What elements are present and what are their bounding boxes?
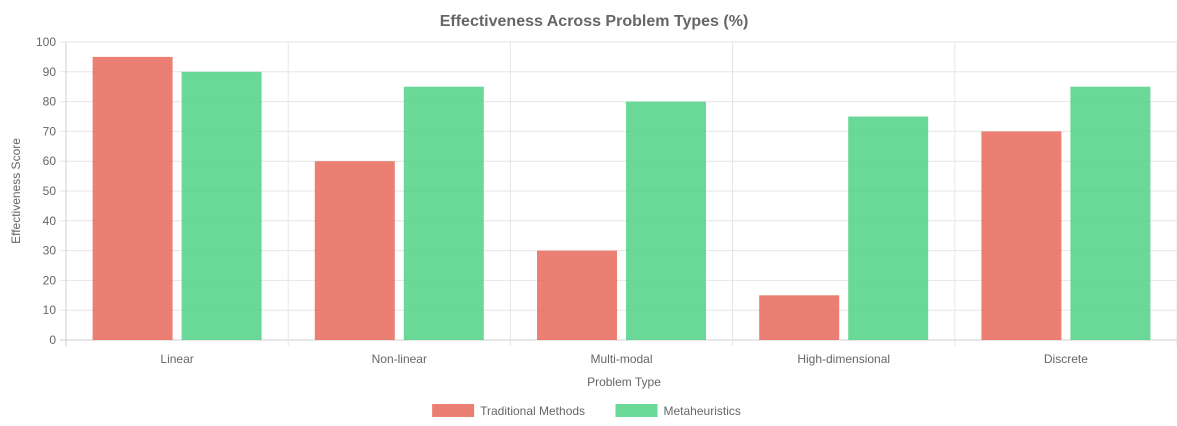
y-tick-label: 40 [43, 214, 57, 228]
bar-metaheuristics[interactable] [848, 116, 929, 341]
y-tick-label: 20 [43, 273, 57, 287]
bar-traditional-methods[interactable] [759, 295, 840, 340]
bar-traditional-methods[interactable] [981, 131, 1062, 340]
legend-label[interactable]: Metaheuristics [664, 404, 741, 418]
x-tick-label: Non-linear [372, 352, 427, 366]
y-tick-label: 60 [43, 154, 57, 168]
y-tick-label: 100 [36, 35, 56, 49]
bar-traditional-methods[interactable] [314, 161, 395, 340]
x-axis-label: Problem Type [587, 375, 661, 389]
bar-layer [92, 56, 1151, 341]
y-axis-label: Effectiveness Score [9, 138, 23, 244]
y-tick-label: 0 [49, 333, 56, 347]
legend-swatch[interactable] [615, 404, 658, 417]
y-tick-label: 10 [43, 303, 57, 317]
bar-metaheuristics[interactable] [181, 71, 262, 341]
bar-metaheuristics[interactable] [403, 86, 484, 340]
x-tick-label: High-dimensional [797, 352, 890, 366]
legend-swatch[interactable] [432, 404, 475, 417]
x-tick-label: Linear [160, 352, 193, 366]
bar-metaheuristics[interactable] [1070, 86, 1151, 340]
y-tick-label: 30 [43, 244, 57, 258]
x-tick-label: Multi-modal [590, 352, 652, 366]
bar-traditional-methods[interactable] [537, 250, 617, 340]
chart-title: Effectiveness Across Problem Types (%) [440, 13, 749, 30]
y-tick-label: 90 [43, 65, 57, 79]
bar-traditional-methods[interactable] [92, 56, 173, 341]
bar-metaheuristics[interactable] [626, 101, 706, 340]
x-tick-label: Discrete [1044, 352, 1088, 366]
legend[interactable]: Traditional Methods Metaheuristics [432, 404, 741, 418]
axis-layer: 0 10 20 30 40 50 60 70 80 90 100 Linear Non-linear Mu… [36, 35, 1088, 366]
y-tick-label: 80 [43, 95, 57, 109]
y-tick-label: 50 [43, 184, 57, 198]
legend-label[interactable]: Traditional Methods [480, 404, 585, 418]
y-tick-label: 70 [43, 124, 57, 138]
